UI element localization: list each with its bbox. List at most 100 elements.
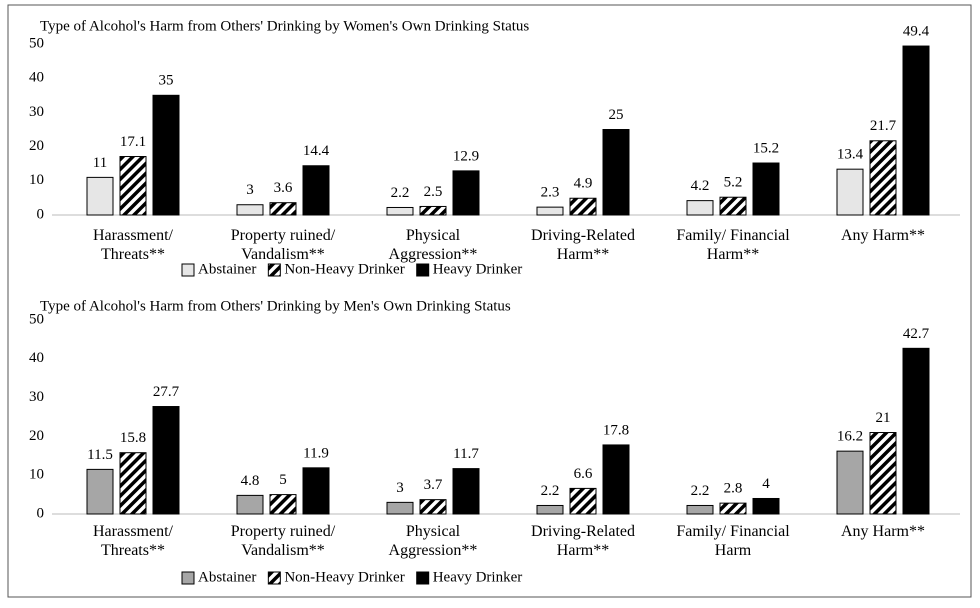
legend-swatch [416, 571, 430, 585]
bar [536, 206, 564, 216]
bar [236, 494, 264, 515]
y-tick-label: 20 [29, 138, 44, 154]
y-tick-label: 10 [29, 467, 44, 483]
x-tick-label: Physical Aggression** [388, 227, 478, 263]
bar [269, 494, 297, 515]
value-label: 11.5 [87, 447, 113, 463]
legend-swatch [267, 263, 281, 277]
value-label: 3.6 [274, 180, 293, 196]
value-label: 2.2 [541, 483, 560, 499]
y-tick-label: 0 [37, 505, 45, 521]
value-label: 11 [93, 155, 107, 171]
bar [269, 202, 297, 216]
x-tick-label: Physical Aggression** [388, 523, 478, 559]
y-tick-label: 40 [29, 350, 44, 366]
bar [236, 204, 264, 216]
value-label: 4.8 [241, 473, 260, 489]
y-tick-label: 50 [29, 311, 44, 327]
x-tick-label: Any Harm** [841, 227, 925, 244]
bar [452, 170, 480, 216]
bar [602, 444, 630, 515]
value-label: 2.3 [541, 185, 560, 201]
legend-label: Abstainer [198, 569, 256, 585]
value-label: 15.8 [120, 430, 146, 446]
y-tick-label: 20 [29, 428, 44, 444]
value-label: 6.6 [574, 466, 593, 482]
value-label: 5 [279, 472, 287, 488]
bar [869, 432, 897, 515]
y-tick-label: 30 [29, 104, 44, 120]
value-label: 27.7 [153, 384, 180, 400]
bar [686, 200, 714, 216]
value-label: 21.7 [870, 118, 897, 134]
value-label: 2.2 [691, 483, 710, 499]
value-label: 35 [159, 73, 174, 89]
x-tick-label: Family/ Financial Harm** [676, 227, 790, 263]
value-label: 4 [762, 476, 770, 492]
value-label: 11.9 [303, 445, 329, 461]
bar [836, 168, 864, 216]
value-label: 14.4 [303, 143, 330, 159]
value-label: 11.7 [453, 446, 479, 462]
value-label: 12.9 [453, 148, 479, 164]
x-tick-label: Family/ Financial Harm [676, 523, 790, 559]
legend-swatch [267, 571, 281, 585]
y-tick-label: 40 [29, 70, 44, 86]
bar [302, 165, 330, 216]
value-label: 4.9 [574, 176, 593, 192]
bar [302, 467, 330, 515]
legend-label: Non-Heavy Drinker [284, 261, 404, 277]
bar [452, 468, 480, 515]
chart-title: Type of Alcohol's Harm from Others' Drin… [40, 18, 529, 34]
bar [836, 450, 864, 515]
bar [86, 176, 114, 216]
value-label: 17.8 [603, 422, 629, 438]
x-tick-label: Driving-Related Harm** [531, 227, 635, 263]
y-tick-label: 10 [29, 172, 44, 188]
bar [386, 501, 414, 515]
x-tick-label: Harassment/ Threats** [93, 227, 173, 263]
bar [152, 406, 180, 515]
legend-swatch [416, 263, 430, 277]
x-tick-label: Property ruined/ Vandalism** [230, 523, 336, 559]
x-tick-label: Harassment/ Threats** [93, 523, 173, 559]
value-label: 13.4 [837, 147, 864, 163]
bar [869, 140, 897, 216]
value-label: 15.2 [753, 140, 779, 156]
value-label: 2.2 [391, 185, 410, 201]
bar [419, 205, 447, 216]
x-tick-label: Driving-Related Harm** [531, 523, 635, 559]
value-label: 16.2 [837, 429, 863, 445]
bar [152, 94, 180, 216]
value-label: 25 [609, 107, 624, 123]
legend-label: Non-Heavy Drinker [284, 569, 404, 585]
bar [752, 497, 780, 515]
value-label: 3 [246, 182, 254, 198]
value-label: 3 [396, 480, 404, 496]
bar [569, 197, 597, 216]
value-label: 4.2 [691, 178, 710, 194]
chart-title: Type of Alcohol's Harm from Others' Drin… [40, 298, 511, 314]
bar [719, 196, 747, 216]
frame [7, 4, 972, 598]
legend-label: Heavy Drinker [433, 261, 523, 277]
bar [752, 162, 780, 216]
legend-swatch [181, 571, 195, 585]
value-label: 49.4 [903, 23, 930, 39]
bar [119, 452, 147, 515]
bar [686, 504, 714, 515]
bar [86, 468, 114, 515]
bar [536, 504, 564, 515]
bar [119, 156, 147, 216]
value-label: 2.8 [724, 481, 743, 497]
legend-label: Abstainer [198, 261, 256, 277]
value-label: 42.7 [903, 326, 930, 342]
bar [902, 347, 930, 515]
bar [419, 499, 447, 515]
y-tick-label: 0 [37, 206, 45, 222]
legend-swatch [181, 263, 195, 277]
bar [902, 45, 930, 216]
value-label: 3.7 [424, 477, 443, 493]
y-tick-label: 50 [29, 35, 44, 51]
